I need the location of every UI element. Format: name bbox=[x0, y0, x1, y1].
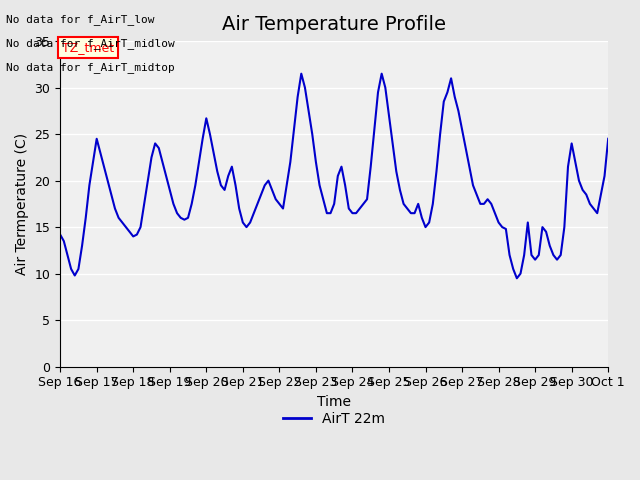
Text: No data for f_AirT_low: No data for f_AirT_low bbox=[6, 14, 155, 25]
X-axis label: Time: Time bbox=[317, 395, 351, 409]
Y-axis label: Air Termperature (C): Air Termperature (C) bbox=[15, 133, 29, 275]
Title: Air Temperature Profile: Air Temperature Profile bbox=[222, 15, 446, 34]
Text: TZ_tmet: TZ_tmet bbox=[62, 41, 114, 54]
Legend: AirT 22m: AirT 22m bbox=[278, 406, 390, 432]
Text: No data for f_AirT_midtop: No data for f_AirT_midtop bbox=[6, 62, 175, 73]
Text: No data for f_AirT_midlow: No data for f_AirT_midlow bbox=[6, 38, 175, 49]
